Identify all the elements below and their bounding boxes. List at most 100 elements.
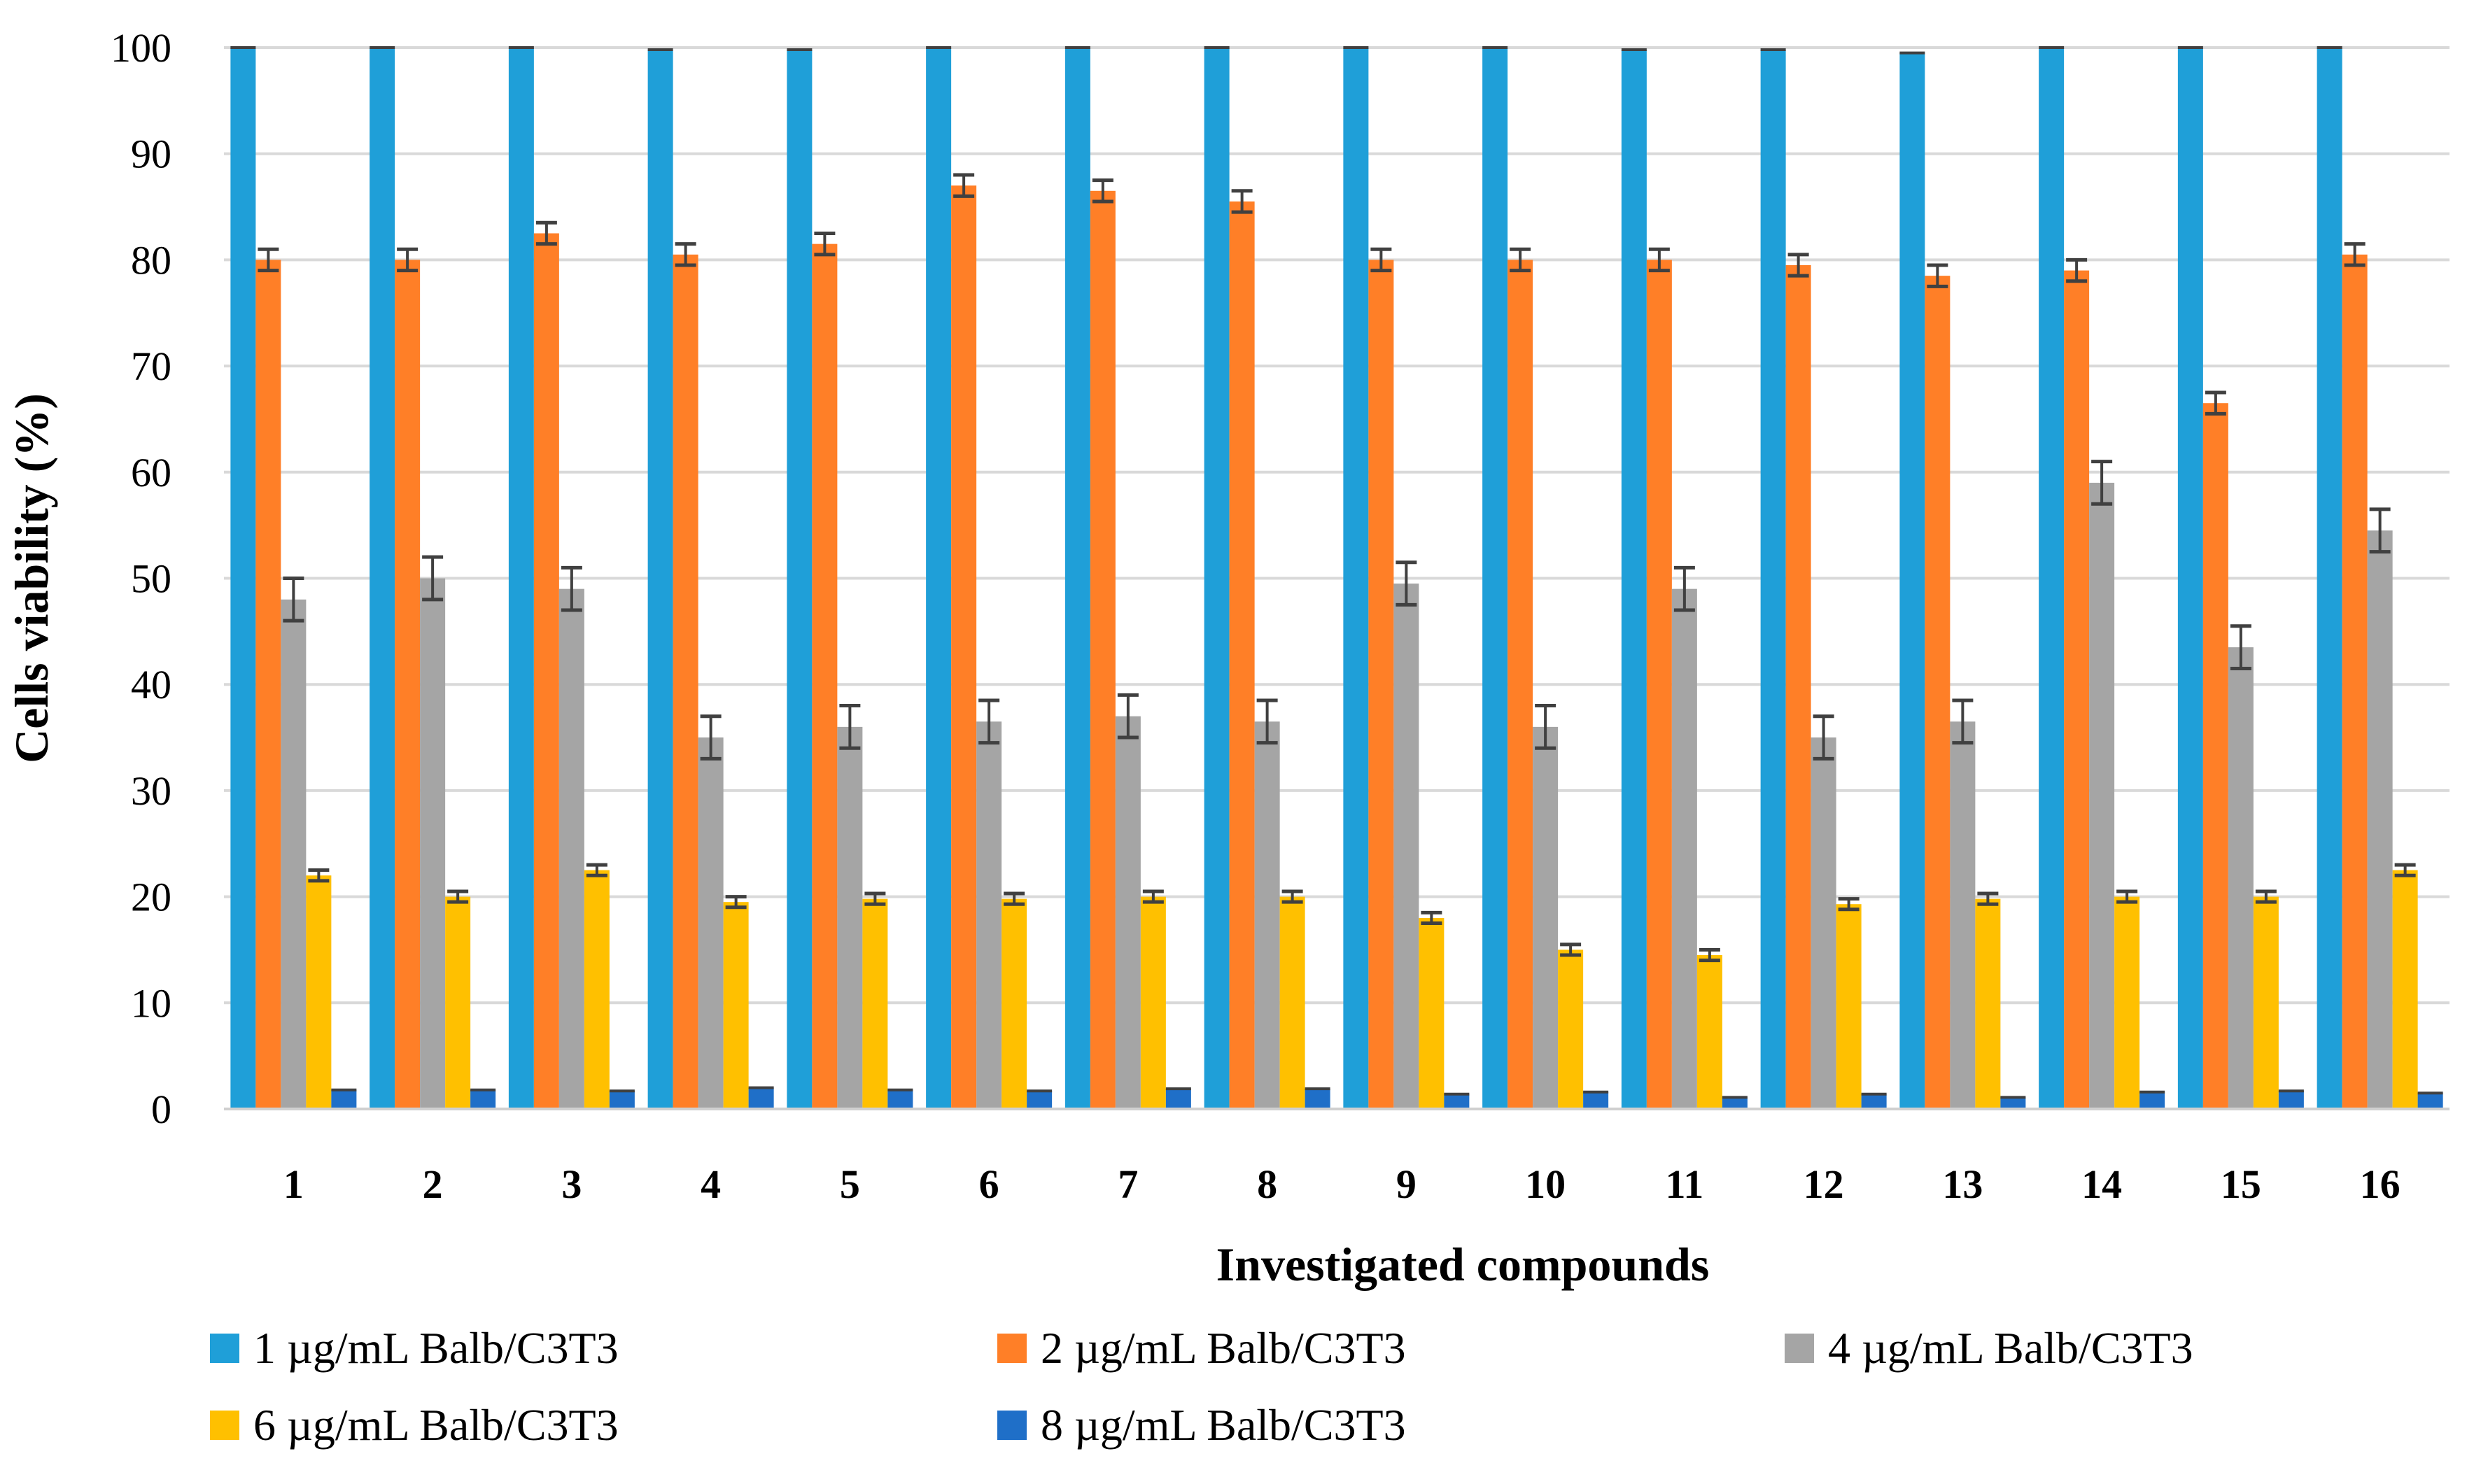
bar [2064,270,2090,1109]
bar [673,254,698,1110]
y-tick-label: 30 [131,768,171,814]
legend-item: 2 µg/mL Balb/C3T3 [997,1323,1406,1373]
x-axis-title: Investigated compounds [1216,1238,1710,1291]
bar [470,1089,496,1109]
bar [508,48,534,1109]
bar [862,898,888,1109]
y-tick-label: 100 [111,25,171,71]
bar [255,260,281,1109]
bar [609,1091,635,1109]
bar [1621,50,1647,1110]
bar [1760,50,1786,1110]
bar [1722,1097,1748,1109]
bar [698,737,724,1109]
bar [1343,48,1369,1109]
bar [1646,260,1672,1109]
y-tick-label: 40 [131,662,171,707]
bar [1001,898,1027,1109]
legend-swatch [210,1334,239,1363]
bar [2114,896,2140,1109]
legend-item: 4 µg/mL Balb/C3T3 [1785,1323,2193,1373]
bar [1811,737,1836,1109]
bar [1507,260,1533,1109]
x-tick-label: 5 [840,1161,860,1207]
bar [1482,48,1508,1109]
x-tick-label: 9 [1396,1161,1417,1207]
bar [1975,898,2001,1109]
bar [1027,1091,1053,1109]
bar [1204,48,1230,1109]
bar [647,50,673,1110]
legend-label: 6 µg/mL Balb/C3T3 [253,1400,619,1450]
bar [2342,254,2368,1110]
legend-swatch [997,1411,1027,1440]
legend-item: 6 µg/mL Balb/C3T3 [210,1400,619,1450]
x-tick-label: 14 [2081,1161,2122,1207]
x-axis-ticks: 1 2 3 4 5 6 7 8 9 10 11 12 13 14 15 16 [283,1161,2401,1207]
bar [1583,1091,1609,1109]
bar [1558,949,1584,1109]
x-tick-label: 13 [1942,1161,1983,1207]
y-tick-label: 70 [131,344,171,389]
legend-label: 1 µg/mL Balb/C3T3 [253,1323,619,1373]
bar [2367,530,2393,1109]
bar [2278,1091,2304,1109]
bar [2039,48,2065,1109]
legend-swatch [997,1334,1027,1363]
bar [533,233,559,1110]
bar [1533,726,1559,1109]
bar [1279,896,1305,1109]
bar [420,578,446,1109]
bar [584,870,610,1109]
bar [445,896,471,1109]
bar [1393,584,1419,1109]
x-tick-label: 8 [1257,1161,1277,1207]
bar [395,260,421,1109]
bar [1229,201,1255,1110]
bar [787,50,813,1110]
legend-label: 2 µg/mL Balb/C3T3 [1041,1323,1406,1373]
bar [331,1089,357,1109]
bar [1254,721,1280,1109]
bar [1785,264,1811,1109]
x-tick-label: 2 [423,1161,443,1207]
y-tick-label: 20 [131,875,171,920]
bar [1419,917,1445,1109]
x-tick-label: 3 [561,1161,582,1207]
x-tick-label: 12 [1804,1161,1844,1207]
bar [1064,48,1090,1109]
bar [1115,716,1141,1109]
x-tick-label: 10 [1525,1161,1566,1207]
y-tick-label: 0 [151,1087,171,1132]
x-tick-label: 1 [283,1161,304,1207]
bar [976,721,1002,1109]
bar [1861,1094,1887,1109]
y-tick-label: 90 [131,132,171,177]
bar [2000,1097,2026,1109]
bar [2139,1091,2165,1109]
bar [2253,896,2279,1109]
x-tick-label: 16 [2360,1161,2401,1207]
bar [723,902,749,1109]
bar [1368,260,1394,1109]
bar [1671,588,1697,1109]
bar [2392,870,2418,1109]
x-tick-label: 4 [701,1161,721,1207]
legend: 1 µg/mL Balb/C3T3 2 µg/mL Balb/C3T3 4 µg/m… [210,1323,2193,1450]
legend-swatch [210,1411,239,1440]
legend-label: 8 µg/mL Balb/C3T3 [1041,1400,1406,1450]
y-tick-label: 10 [131,980,171,1026]
bar [2089,482,2115,1109]
x-tick-label: 11 [1665,1161,1703,1207]
bar [1090,190,1116,1109]
bar [558,588,584,1109]
bar [2228,647,2254,1109]
x-tick-label: 7 [1118,1161,1138,1207]
bar [230,48,256,1109]
bar [748,1087,774,1109]
bar [1305,1089,1330,1109]
bar [306,875,332,1109]
bar [951,185,977,1110]
bar [1899,52,1925,1110]
